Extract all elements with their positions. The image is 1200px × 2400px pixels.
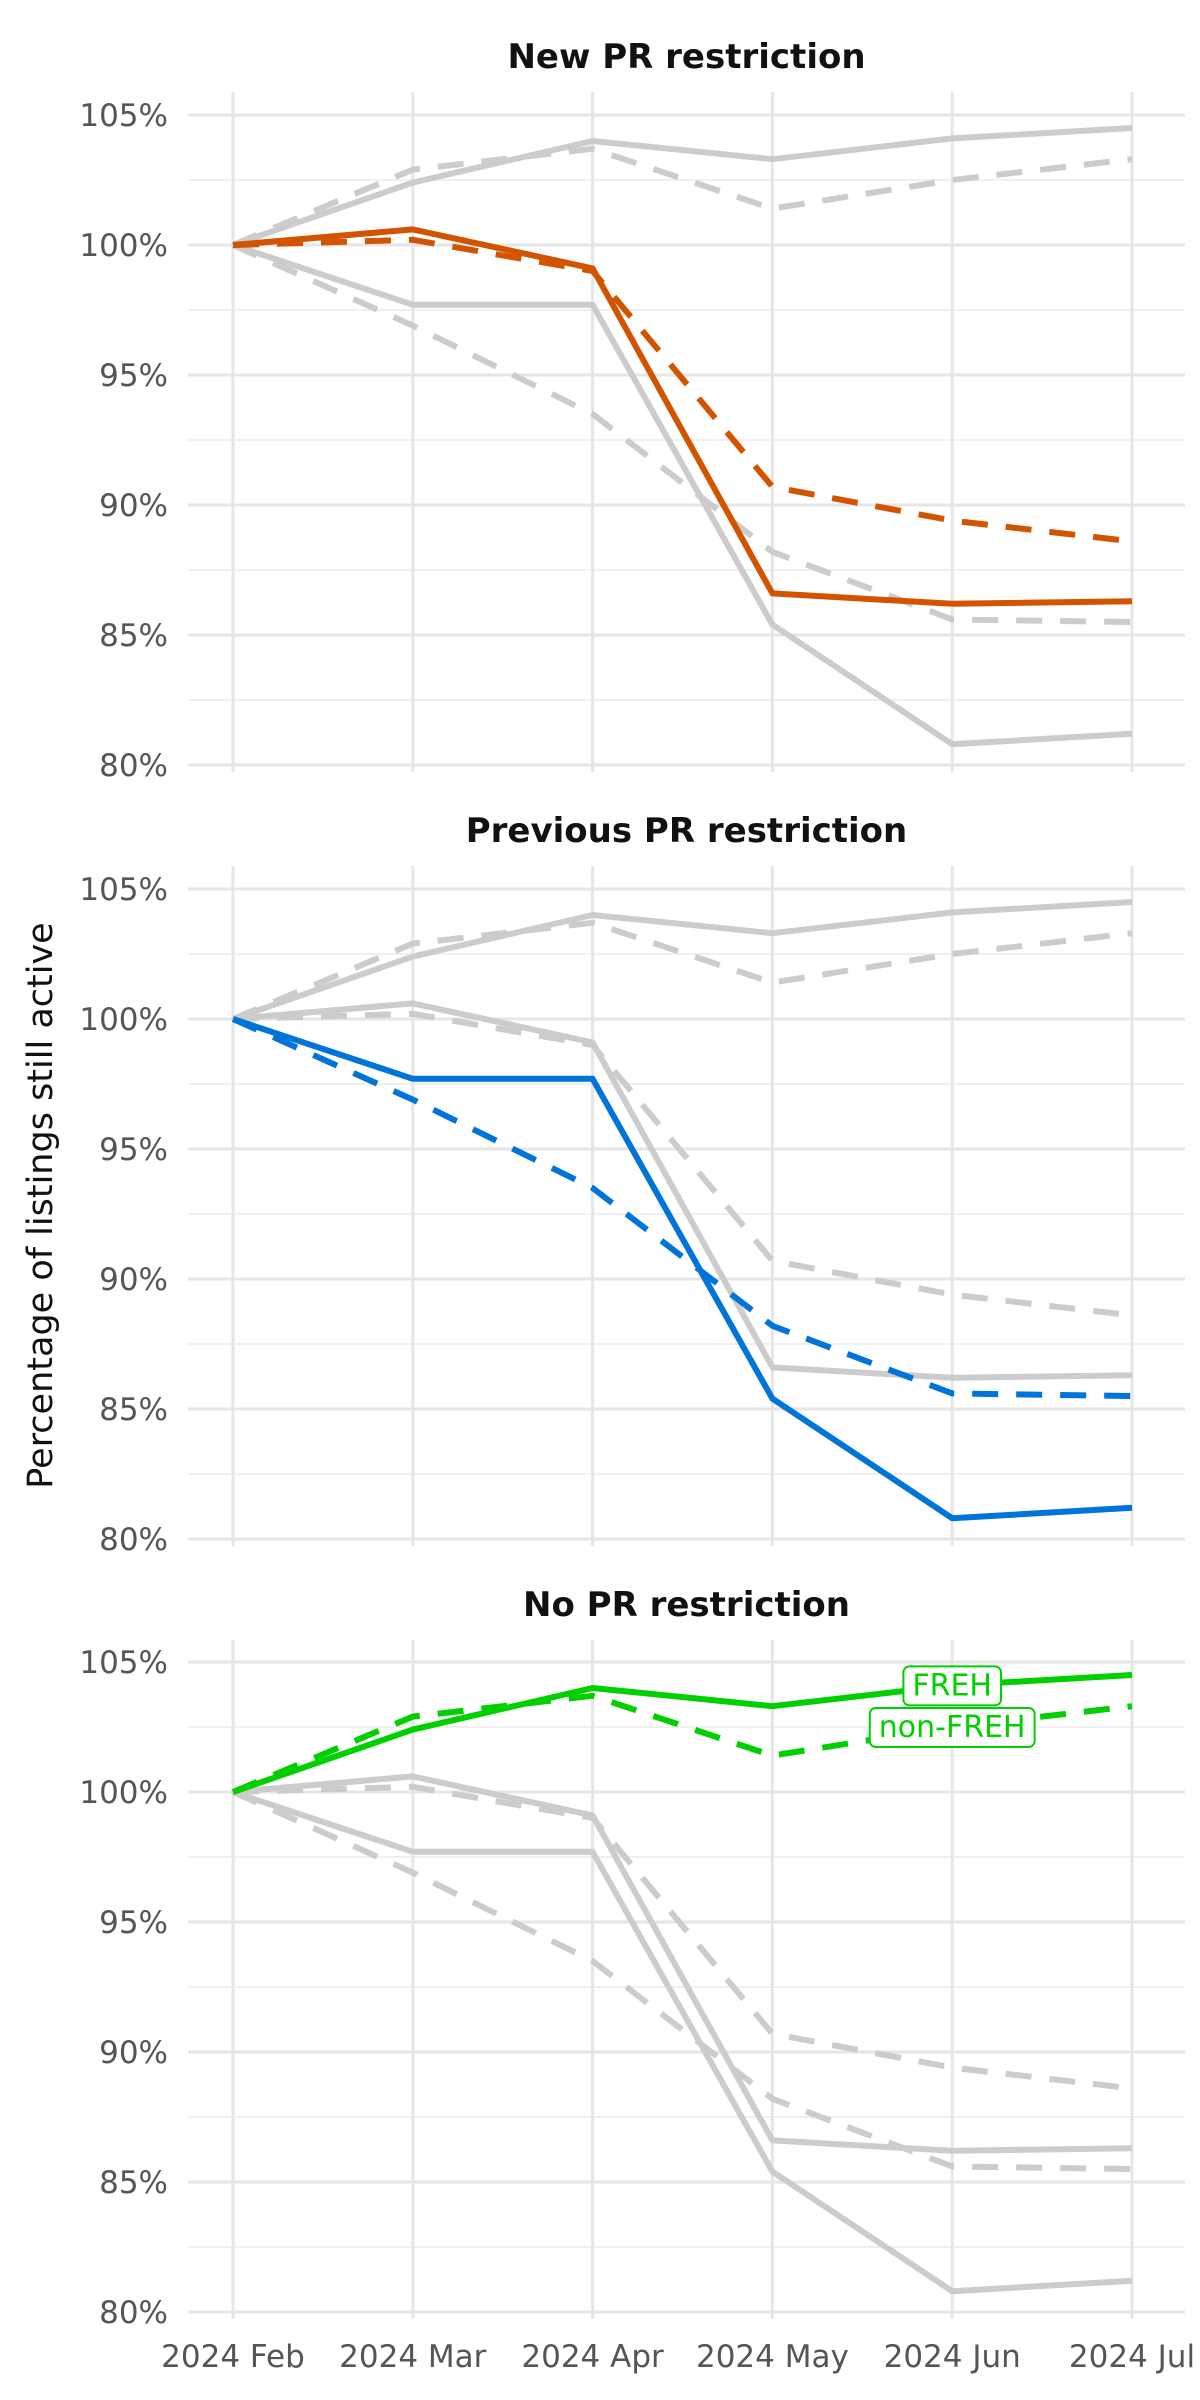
highlighted-series-line: [232, 226, 1133, 607]
x-tick-label: 2024 Feb: [161, 2339, 305, 2375]
background-series-line: [232, 1010, 1133, 1319]
background-series-line: [232, 1773, 1133, 2154]
y-tick-label: 90%: [99, 1262, 168, 1298]
y-tick-label: 105%: [79, 872, 168, 908]
series-label: FREH: [902, 1665, 1003, 1707]
panel-1: New PR restriction 80% 85% 90% 95% 100% 105%: [79, 37, 1185, 784]
x-tick-label: 2024 Apr: [521, 2339, 664, 2375]
background-series-line: [232, 1783, 1133, 2092]
y-tick-label: 105%: [79, 1645, 168, 1681]
y-tick-label: 100%: [79, 1775, 168, 1811]
y-tick-label: 80%: [99, 1522, 168, 1558]
y-tick-label: 85%: [99, 1392, 168, 1428]
y-tick-label: 80%: [99, 748, 168, 784]
background-series-line: [232, 1000, 1133, 1381]
series-label-text: FREH: [912, 1668, 992, 1703]
panel-title: No PR restriction: [523, 1585, 850, 1625]
y-tick-label: 100%: [79, 1002, 168, 1038]
y-axis-title: Percentage of listings still active: [21, 922, 61, 1488]
panel-title: Previous PR restriction: [466, 811, 908, 851]
series-label-box: [902, 1665, 1003, 1707]
y-tick-label: 90%: [99, 2035, 168, 2071]
y-tick-label: 105%: [79, 98, 168, 134]
y-tick-label: 100%: [79, 228, 168, 264]
x-tick-label: 2024 Mar: [339, 2339, 486, 2375]
panel-3: No PR restriction 80% 85% 90% 95% 100% 105% FRE…: [79, 1585, 1195, 2375]
series-label-box: [868, 1707, 1036, 1748]
background-series-line: [232, 899, 1133, 1022]
background-series-line: [232, 242, 1133, 748]
x-tick-label: 2024 May: [696, 2339, 849, 2375]
background-series-line: [231, 242, 1133, 625]
background-series-line: [231, 1789, 1133, 2172]
y-tick-label: 90%: [99, 488, 168, 524]
series-label: non-FREH: [868, 1707, 1036, 1748]
y-tick-label: 85%: [99, 618, 168, 654]
highlighted-series-line: [232, 236, 1133, 545]
panel-2: Previous PR restriction 80% 85% 90% 95% 100% 1…: [79, 811, 1185, 1558]
background-series-line: [232, 125, 1133, 248]
y-tick-label: 85%: [99, 2165, 168, 2201]
panel-title: New PR restriction: [507, 37, 865, 77]
x-tick-label: 2024 Jun: [884, 2339, 1021, 2375]
y-tick-label: 95%: [99, 358, 168, 394]
series-label-text: non-FREH: [879, 1710, 1026, 1745]
y-tick-label: 95%: [99, 1132, 168, 1168]
y-tick-label: 80%: [99, 2295, 168, 2331]
x-tick-label: 2024 Jul: [1069, 2339, 1195, 2375]
y-tick-label: 95%: [99, 1905, 168, 1941]
background-series-line: [232, 1789, 1133, 2295]
highlighted-series-line: [231, 1016, 1133, 1399]
highlighted-series-line: [232, 1016, 1133, 1522]
